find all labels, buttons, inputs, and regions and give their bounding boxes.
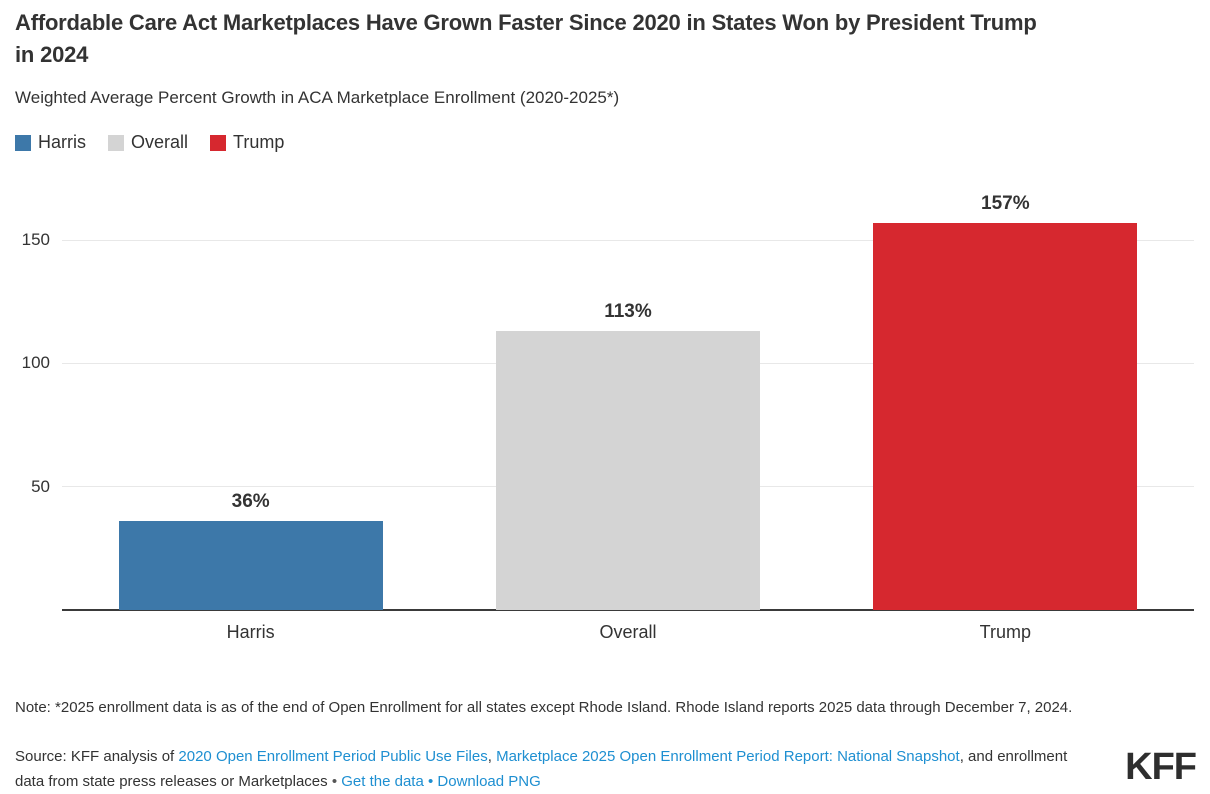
chart-subtitle: Weighted Average Percent Growth in ACA M… xyxy=(15,88,620,107)
source-text: Source: KFF analysis of 2020 Open Enroll… xyxy=(15,744,1083,794)
x-axis-line xyxy=(62,609,1194,611)
legend: Harris Overall Trump xyxy=(15,132,284,153)
kff-logo: KFF xyxy=(1125,746,1197,788)
bar-harris xyxy=(118,521,383,610)
x-axis-label-overall: Overall xyxy=(599,622,657,642)
y-axis-label-150: 150 xyxy=(21,230,50,249)
bar-value-trump: 157% xyxy=(981,192,1030,214)
legend-item-overall: Overall xyxy=(108,132,188,153)
source-text-segment: Source: KFF analysis of xyxy=(15,748,179,765)
y-axis-label-50: 50 xyxy=(31,476,50,496)
bullet-separator: • xyxy=(423,773,438,790)
source-link-download-png[interactable]: Download PNG xyxy=(437,773,541,790)
legend-swatch-harris xyxy=(15,134,31,151)
legend-item-harris: Harris xyxy=(15,132,86,153)
legend-label: Harris xyxy=(38,132,86,152)
bullet-separator: • xyxy=(331,773,342,790)
bar-overall xyxy=(496,331,760,610)
legend-swatch-overall xyxy=(108,134,124,151)
gridline-150 xyxy=(62,239,1194,241)
legend-swatch-trump xyxy=(210,134,227,151)
source-link-get-the-data[interactable]: Get the data xyxy=(341,773,424,790)
note-text: Note: *2025 enrollment data is as of the… xyxy=(15,699,1073,716)
chart-title: Affordable Care Act Marketplaces Have Gr… xyxy=(15,10,1037,67)
bar-trump xyxy=(873,222,1138,610)
source-link-marketplace-2025-open-enrollme[interactable]: Marketplace 2025 Open Enrollment Period … xyxy=(496,748,960,765)
y-axis-label-100: 100 xyxy=(21,353,50,373)
legend-item-trump: Trump xyxy=(210,132,284,153)
bar-chart: 50 100 150 36% Harris 113% Overall 157% Trump xyxy=(0,190,1210,660)
bar-value-overall: 113% xyxy=(604,301,652,323)
source-text-segment: , and enrollment data from state press r… xyxy=(15,748,1068,790)
bar-value-harris: 36% xyxy=(231,491,270,513)
x-axis-label-trump: Trump xyxy=(979,622,1031,642)
legend-label: Trump xyxy=(233,132,285,152)
x-axis-label-harris: Harris xyxy=(226,622,275,642)
legend-label: Overall xyxy=(131,132,189,152)
source-text-segment: , xyxy=(487,748,497,765)
source-link-2020-open-enrollment-period-pu[interactable]: 2020 Open Enrollment Period Public Use F… xyxy=(178,748,488,765)
